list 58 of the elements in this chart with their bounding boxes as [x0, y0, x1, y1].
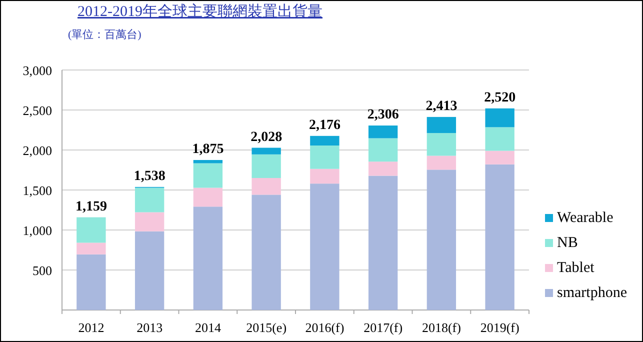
y-tick-label: 1,000	[22, 223, 52, 238]
total-label: 1,875	[192, 142, 224, 157]
bar	[485, 127, 514, 151]
bar	[252, 148, 281, 154]
bar	[193, 188, 223, 207]
bar	[193, 163, 223, 188]
x-tick-label: 2012	[78, 320, 104, 335]
x-tick-label: 2016(f)	[305, 320, 344, 335]
x-tick-label: 2014	[194, 320, 222, 335]
x-tick-label: 2019(f)	[480, 320, 520, 335]
y-tick-label: 2,000	[22, 143, 52, 158]
bar	[426, 156, 456, 170]
legend-label: Wearable	[557, 210, 614, 226]
total-label: 2,176	[308, 118, 340, 133]
x-tick-label: 2013	[136, 320, 163, 335]
y-tick-label: 500	[32, 263, 52, 278]
x-tick-label: 2018(f)	[422, 320, 461, 335]
bar	[134, 231, 164, 310]
bar	[368, 176, 398, 310]
total-label: 2,306	[367, 108, 399, 123]
bar	[252, 154, 281, 178]
bar	[368, 162, 398, 176]
bar	[485, 164, 514, 310]
bar	[252, 194, 281, 310]
legend-label: Tablet	[557, 260, 596, 276]
bar	[310, 184, 340, 310]
bar	[76, 242, 106, 254]
legend-label: NB	[557, 235, 578, 251]
bar	[426, 170, 456, 310]
legend-label: smartphone	[557, 285, 628, 301]
total-label: 1,538	[134, 168, 166, 184]
bar	[134, 212, 164, 232]
total-label: 1,159	[75, 199, 107, 214]
total-label: 2,520	[484, 90, 516, 106]
x-tick-label: 2015(e)	[246, 320, 287, 335]
bar	[485, 108, 514, 128]
bar	[193, 206, 223, 310]
bar	[368, 138, 398, 162]
y-tick-label: 1,500	[22, 183, 52, 198]
chart-title: 2012-2019年全球主要聯網裝置出貨量	[78, 3, 322, 20]
total-label: 2,028	[250, 130, 282, 145]
bar	[76, 217, 106, 243]
bar	[193, 160, 223, 164]
bar	[426, 116, 456, 134]
bar	[252, 178, 281, 195]
bar	[368, 126, 398, 138]
bar	[310, 168, 340, 184]
x-tick-label: 2017(f)	[364, 320, 403, 335]
y-tick-label: 3,000	[22, 63, 52, 78]
total-label: 2,413	[426, 98, 458, 114]
bar	[76, 254, 106, 310]
chart-subtitle: (單位：百萬台)	[68, 28, 142, 41]
bar	[426, 133, 456, 156]
bar	[310, 136, 340, 146]
y-tick-label: 2,500	[22, 103, 52, 118]
bar	[485, 150, 514, 164]
bar	[310, 146, 340, 169]
bar	[134, 188, 164, 212]
